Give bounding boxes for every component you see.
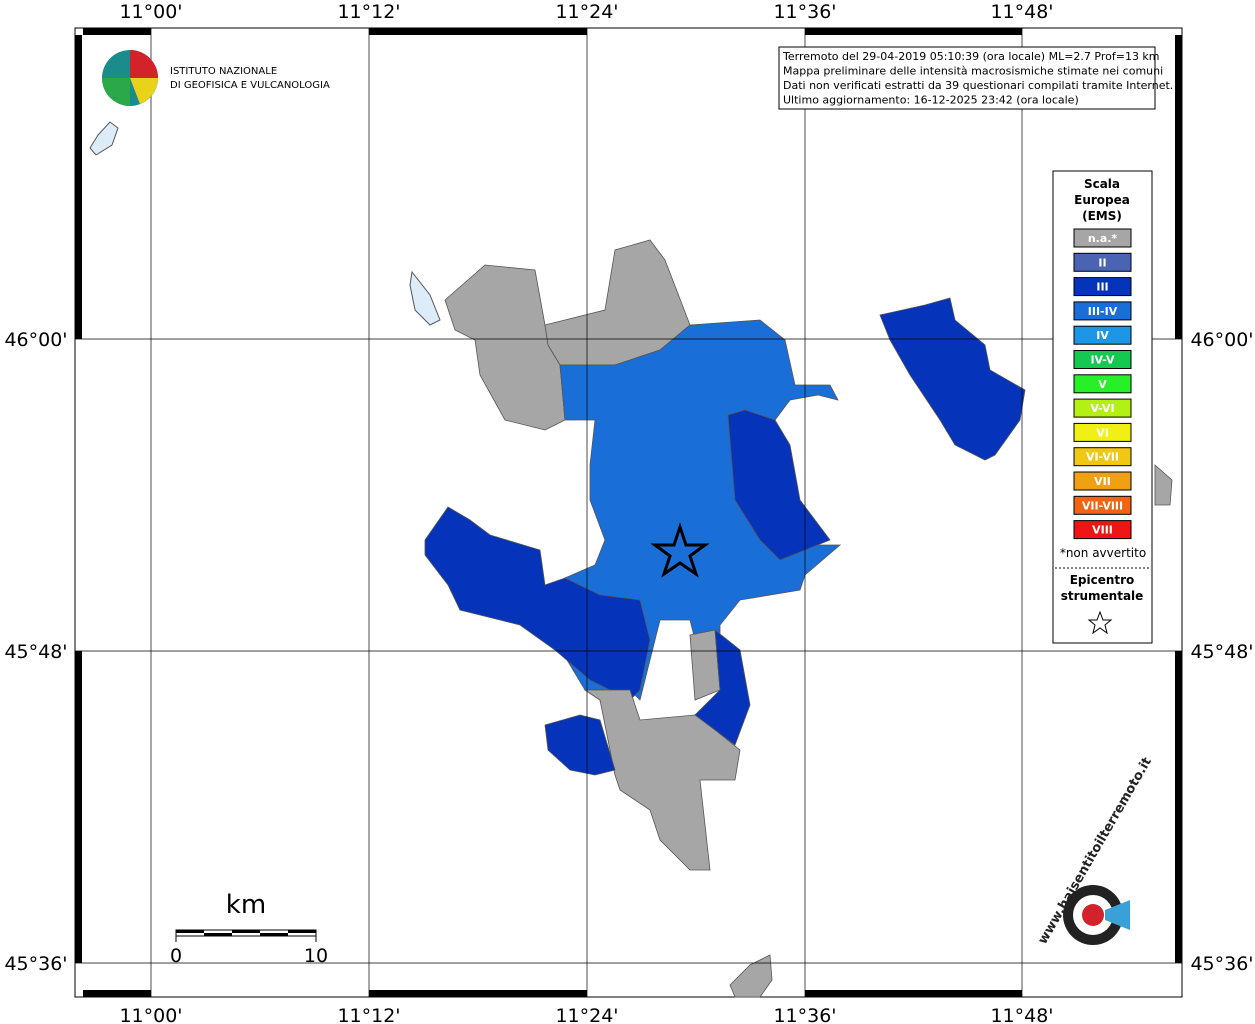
lon-label: 11°24'	[555, 1, 618, 23]
regions	[424, 239, 1173, 998]
legend-swatch	[1073, 447, 1132, 467]
legend-epicenter: strumentale	[1061, 589, 1144, 603]
info-line: Ultimo aggiornamento: 16-12-2025 23:42 (…	[783, 94, 1079, 107]
legend-note: *non avvertito	[1060, 546, 1146, 560]
comune	[879, 297, 1026, 461]
legend-label: VII	[1094, 475, 1111, 488]
legend-label: V	[1098, 378, 1107, 391]
legend-swatch	[1073, 350, 1132, 369]
info-box	[778, 46, 1156, 110]
legend-star	[1087, 610, 1113, 635]
legend-label: III	[1096, 281, 1108, 294]
lat-label: 45°36'	[4, 953, 67, 975]
lake	[89, 121, 119, 156]
lon-label: 11°24'	[555, 1005, 618, 1024]
legend-label: IV-V	[1090, 354, 1115, 367]
legend-label: VII-VIII	[1082, 499, 1123, 512]
legend-title: Europea	[1074, 193, 1130, 207]
scale-label: 0	[170, 945, 182, 967]
info-line: Mappa preliminare delle intensità macros…	[783, 65, 1163, 78]
legend-label: III-IV	[1088, 305, 1118, 318]
logo-text: ISTITUTO NAZIONALE	[170, 66, 277, 77]
scale-unit: km	[226, 890, 266, 920]
legend-label: IV	[1096, 329, 1109, 342]
comune	[729, 954, 773, 998]
lon-label: 11°12'	[337, 1, 400, 23]
comune	[424, 506, 651, 701]
legend-title: Scala	[1084, 177, 1120, 191]
frame-ticks	[75, 28, 1182, 997]
legend-swatch	[1073, 520, 1132, 540]
legend-swatch	[1073, 301, 1132, 321]
legend-swatch	[1073, 422, 1132, 442]
comune	[544, 714, 616, 776]
legend-swatch	[1073, 228, 1132, 248]
lon-label: 11°00'	[119, 1005, 182, 1024]
lon-label: 11°48'	[990, 1005, 1053, 1024]
graticule	[75, 28, 1182, 997]
scale-label: 10	[304, 945, 328, 967]
lake	[409, 270, 441, 326]
legend-swatch	[1073, 277, 1132, 297]
legend-label: VI-VII	[1086, 451, 1119, 464]
legend-label: VIII	[1092, 524, 1113, 537]
legend-label: n.a.*	[1088, 232, 1118, 245]
legend-title: (EMS)	[1082, 209, 1122, 223]
legend-epicenter: Epicentro	[1070, 573, 1135, 587]
lon-label: 11°48'	[990, 1, 1053, 23]
lon-label: 11°00'	[119, 1, 182, 23]
legend-label: VI	[1096, 426, 1109, 439]
info-line: Terremoto del 29-04-2019 05:10:39 (ora l…	[782, 50, 1160, 63]
legend-swatch	[1073, 398, 1132, 418]
legend-swatch	[1073, 374, 1132, 394]
legend-label: II	[1098, 256, 1106, 269]
epicenter	[650, 522, 710, 578]
comune	[1154, 464, 1173, 506]
lon-label: 11°36'	[773, 1, 836, 23]
lat-label: 46°00'	[1190, 329, 1253, 351]
lat-label: 46°00'	[4, 329, 67, 351]
lat-label: 45°48'	[1190, 641, 1253, 663]
comune	[727, 409, 831, 561]
logo-text: DI GEOFISICA E VULCANOLOGIA	[170, 80, 330, 91]
lat-label: 45°48'	[4, 641, 67, 663]
scale-bar	[175, 929, 317, 942]
legend-swatch	[1073, 252, 1132, 272]
legend-swatch	[1073, 495, 1132, 515]
lat-label: 45°36'	[1190, 953, 1253, 975]
legend-swatch	[1073, 471, 1132, 491]
lon-label: 11°36'	[773, 1005, 836, 1024]
legend-swatch	[1073, 325, 1132, 345]
comune	[583, 689, 741, 871]
legend-label: V-VI	[1090, 402, 1114, 415]
info-line: Dati non verificati estratti da 39 quest…	[783, 79, 1173, 92]
lon-label: 11°12'	[337, 1005, 400, 1024]
